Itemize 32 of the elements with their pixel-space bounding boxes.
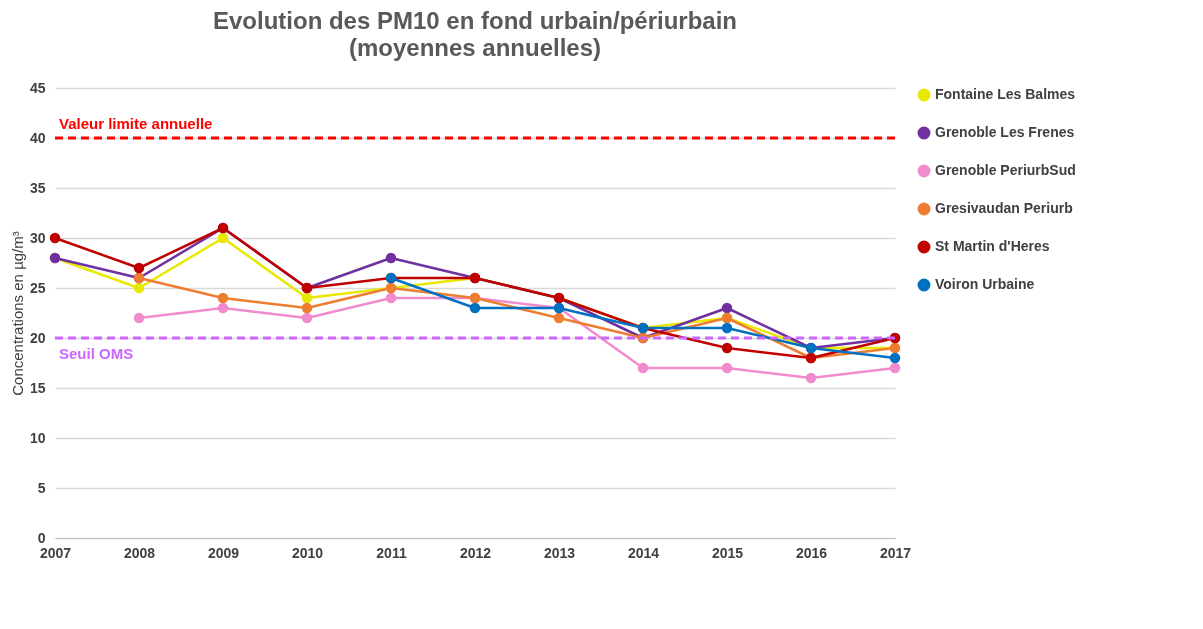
legend-label: St Martin d'Heres: [935, 238, 1050, 254]
x-tick-label: 2012: [459, 544, 492, 561]
x-tick-label: 2016: [795, 544, 828, 561]
x-tick-label: 2017: [879, 544, 912, 561]
y-tick-label: 25: [29, 279, 46, 296]
x-tick-label: 2008: [123, 544, 156, 561]
legend-label: Fontaine Les Balmes: [935, 86, 1076, 102]
ref-line-label: Seuil OMS: [59, 345, 134, 362]
y-tick-label: 15: [29, 379, 46, 396]
y-tick-label: 35: [29, 179, 46, 196]
x-tick-label: 2013: [543, 544, 576, 561]
y-tick-label: 5: [37, 479, 46, 496]
y-axis-title: Concentrations en µg/m³: [8, 231, 26, 396]
legend-label: Voiron Urbaine: [935, 276, 1035, 292]
legend-label: Gresivaudan Periurb: [935, 200, 1073, 216]
legend-label: Grenoble Les Frenes: [935, 124, 1075, 140]
y-tick-label: 30: [29, 229, 46, 246]
x-tick-label: 2007: [39, 544, 72, 561]
x-tick-label: 2011: [376, 544, 407, 561]
x-tick-label: 2009: [207, 544, 240, 561]
y-tick-label: 20: [29, 329, 46, 346]
x-tick-label: 2010: [291, 544, 324, 561]
y-tick-label: 10: [29, 429, 46, 446]
ref-line-label: Valeur limite annuelle: [59, 115, 213, 132]
y-tick-label: 0: [37, 529, 46, 546]
y-tick-label: 40: [29, 129, 46, 146]
x-tick-label: 2015: [711, 544, 744, 561]
chart-title: Evolution des PM10 en fond urbain/périurbain: [212, 7, 738, 34]
x-tick-label: 2014: [627, 544, 660, 561]
chart-subtitle: (moyennes annuelles): [348, 34, 602, 61]
legend-label: Grenoble PeriurbSud: [935, 162, 1076, 178]
y-tick-label: 45: [29, 79, 46, 96]
